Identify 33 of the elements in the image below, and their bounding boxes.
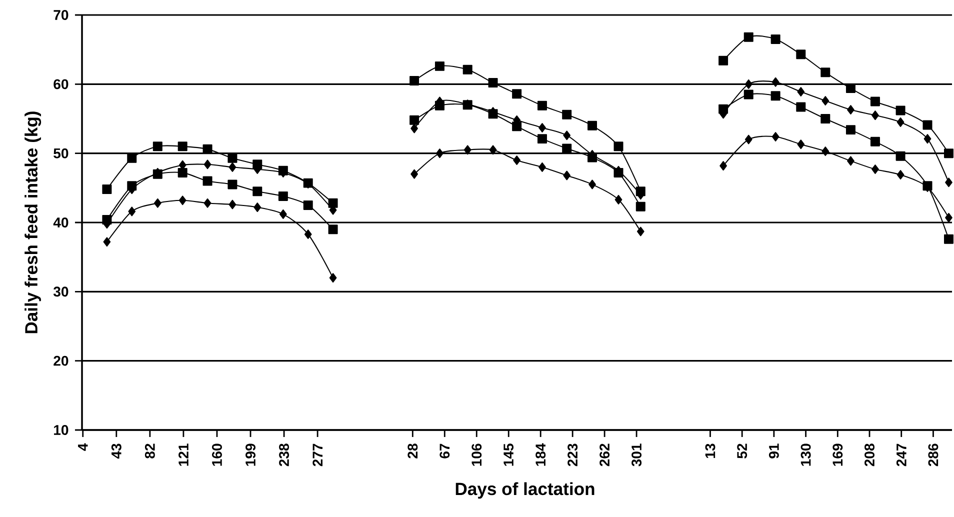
- x-tick-label: 52: [737, 444, 748, 458]
- x-tick-label: 169: [832, 444, 843, 466]
- y-tick-label: 40: [53, 218, 68, 228]
- y-tick-label: 70: [54, 10, 68, 20]
- x-tick-label: 145: [504, 444, 514, 466]
- x-tick-label: 130: [800, 444, 811, 466]
- y-tick-label: 60: [54, 79, 68, 90]
- x-tick-label: 286: [928, 444, 938, 466]
- x-tick-label: 238: [279, 444, 290, 466]
- x-tick-label: 4: [78, 443, 88, 451]
- x-tick-label: 199: [246, 444, 256, 466]
- x-tick-label: 91: [768, 444, 779, 458]
- x-tick-label: 67: [440, 444, 450, 458]
- x-tick-label: 121: [178, 444, 188, 466]
- x-tick-label: 82: [144, 444, 155, 458]
- x-tick-label: 301: [632, 444, 642, 466]
- y-axis-title: Daily fresh feed intake (kg): [24, 112, 42, 334]
- x-tick-label: 160: [212, 444, 222, 466]
- x-tick-label: 223: [568, 444, 578, 466]
- x-tick-label: 28: [408, 444, 418, 458]
- x-tick-label: 208: [864, 444, 874, 466]
- x-tick-label: 43: [111, 444, 122, 459]
- y-tick-label: 30: [53, 286, 68, 297]
- x-tick-label: 262: [600, 444, 610, 466]
- x-axis-title: Days of lactation: [456, 482, 594, 499]
- x-tick-label: 247: [896, 444, 906, 466]
- x-tick-label: 106: [472, 444, 482, 466]
- y-tick-label: 50: [54, 148, 68, 158]
- x-tick-label: 277: [312, 444, 322, 466]
- y-tick-label: 20: [54, 356, 68, 366]
- x-tick-label: 13: [705, 444, 716, 458]
- y-tick-label: 10: [54, 425, 68, 435]
- x-tick-label: 184: [536, 443, 546, 466]
